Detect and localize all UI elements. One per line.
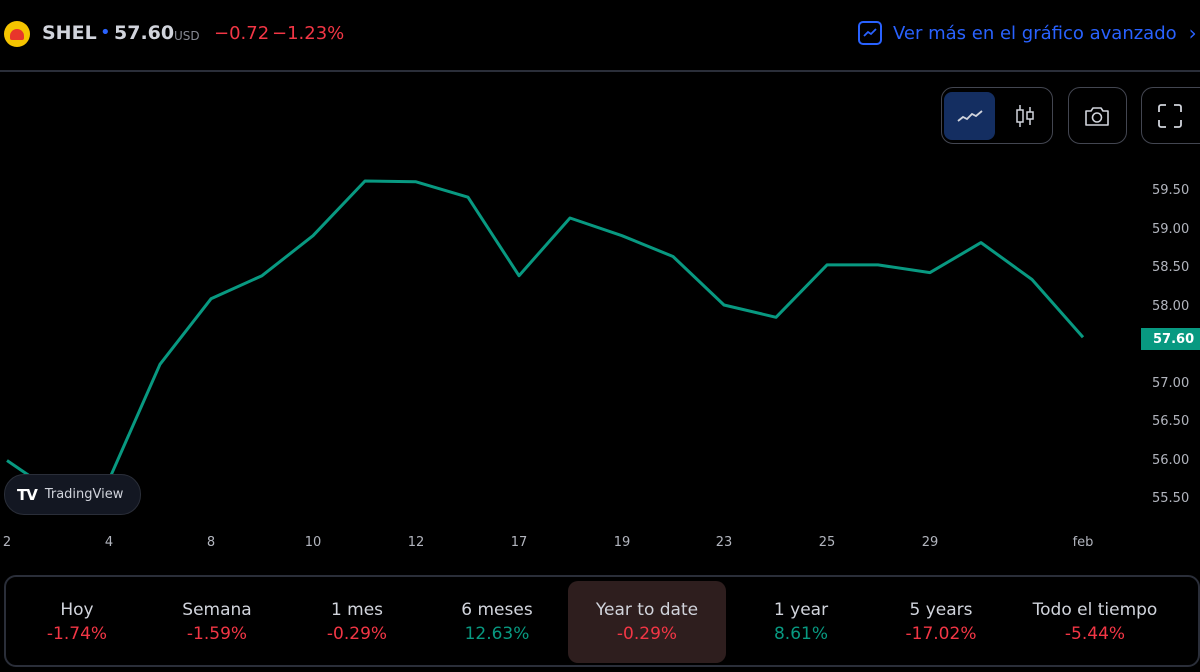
y-tick: 57.00 [1152,375,1190,391]
price-change-percent: −1.23% [272,23,345,44]
tradingview-label: TradingView [44,487,124,502]
y-tick: 56.50 [1152,414,1190,429]
snapshot-button[interactable] [1071,92,1123,140]
symbol-name[interactable]: SHEL [42,22,97,44]
period-change: -0.29% [326,624,388,644]
y-tick: 56.00 [1152,452,1190,468]
chart-type-toggle [941,87,1053,144]
candlestick-button[interactable] [999,92,1050,140]
period-change: -1.59% [186,624,248,644]
x-tick: 10 [304,535,322,550]
period-label: 1 year [773,600,829,620]
snapshot-group [1068,87,1127,144]
period-label: Semana [182,600,252,620]
tradingview-logo-icon: TV [17,485,38,504]
period-label: Hoy [60,600,94,620]
period-label: Year to date [595,600,699,620]
price-change: −0.72 [214,23,270,44]
period-todo-el-tiempo[interactable]: Todo el tiempo -5.44% [1016,581,1174,663]
period-6-meses[interactable]: 6 meses 12.63% [418,581,576,663]
y-tick: 55.50 [1152,491,1190,506]
x-tick: 25 [818,535,836,550]
last-price: 57.60 [114,22,175,44]
period-semana[interactable]: Semana -1.59% [138,581,296,663]
symbol-header: SHEL • 57.60 USD −0.72 −1.23% Ver más en… [0,0,1200,72]
advanced-chart-link[interactable]: Ver más en el gráfico avanzado › [858,21,1197,45]
y-tick: 59.50 [1152,183,1190,198]
x-tick: 19 [613,535,631,550]
period-1-year[interactable]: 1 year 8.61% [722,581,880,663]
period-change: -1.74% [46,624,108,644]
period-change: -5.44% [1064,624,1126,644]
fullscreen-group [1141,87,1200,144]
y-tick: 59.00 [1152,221,1190,237]
candlestick-icon [1015,104,1034,127]
period-change: 12.63% [464,624,530,644]
period-change: -17.02% [905,624,977,644]
market-status-dot: • [100,22,111,43]
camera-icon [1085,106,1109,126]
period-1-mes[interactable]: 1 mes -0.29% [278,581,436,663]
x-tick: 12 [407,535,425,550]
fullscreen-icon [1158,103,1182,128]
chart-icon [858,21,882,45]
period-hoy[interactable]: Hoy -1.74% [0,581,156,663]
x-tick: 4 [104,535,114,550]
x-tick: feb [1072,535,1094,550]
last-price-label: 57.60 [1141,328,1200,350]
advanced-chart-label: Ver más en el gráfico avanzado [893,22,1177,44]
period-label: 5 years [909,600,973,620]
period-label: 6 meses [461,600,533,620]
x-tick: 2 [2,535,12,550]
fullscreen-button[interactable] [1144,92,1196,140]
x-tick: 8 [206,535,216,550]
x-tick: 23 [715,535,733,550]
x-tick: 17 [510,535,528,550]
y-tick: 58.50 [1152,260,1190,275]
period-label: Todo el tiempo [1032,600,1158,620]
period-change: 8.61% [773,624,828,644]
line-chart-icon [956,109,983,122]
period-5-years[interactable]: 5 years -17.02% [862,581,1020,663]
currency: USD [174,29,200,43]
x-tick: 29 [921,535,939,550]
line-chart-button[interactable] [944,91,995,140]
period-label: 1 mes [330,600,384,620]
shell-logo-icon [4,21,30,47]
tradingview-watermark[interactable]: TV TradingView [4,474,141,515]
y-tick: 58.00 [1152,298,1190,314]
chevron-right-icon: › [1188,21,1197,45]
period-change: -0.29% [616,624,678,644]
period-year-to-date[interactable]: Year to date -0.29% [568,581,726,663]
performance-bar: Hoy -1.74% Semana -1.59% 1 mes -0.29% 6 meses 1… [4,575,1200,667]
